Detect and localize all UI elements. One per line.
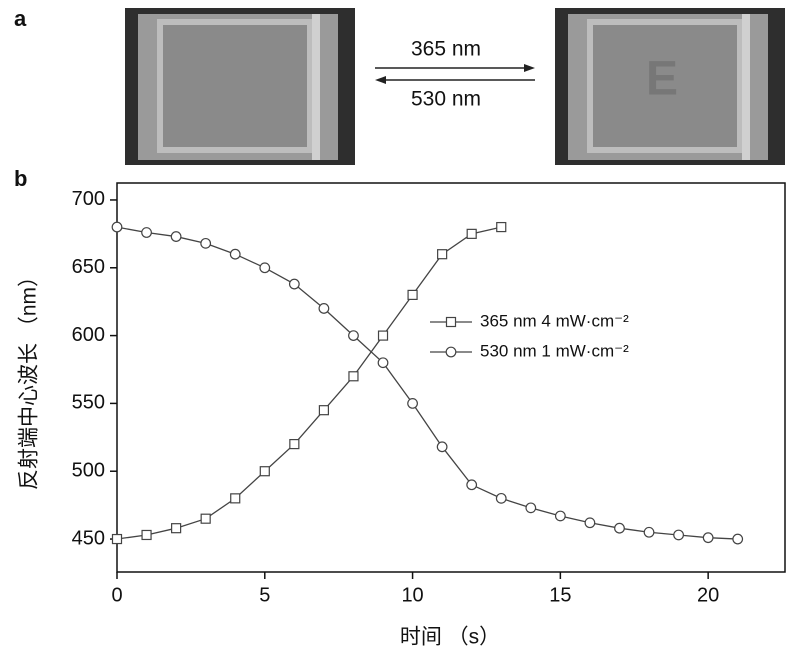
data-point — [141, 529, 152, 541]
photo-right — [555, 8, 785, 165]
data-point — [407, 289, 418, 300]
data-point — [171, 523, 182, 534]
x-tick-label: 0 — [111, 584, 122, 606]
photo-left — [125, 8, 355, 165]
data-point — [466, 228, 477, 239]
data-point — [111, 221, 123, 233]
data-point — [200, 513, 211, 524]
image-letter: E — [646, 53, 678, 106]
data-point — [111, 533, 123, 545]
y-tick-label: 550 — [72, 392, 105, 414]
series-line — [116, 226, 502, 540]
data-point — [643, 526, 655, 538]
data-point — [288, 278, 300, 290]
data-point — [437, 249, 448, 260]
series-line — [116, 226, 738, 540]
data-point — [318, 303, 330, 314]
data-point — [614, 522, 625, 534]
data-point — [732, 533, 744, 545]
data-point — [318, 405, 330, 416]
panel-label: a — [14, 6, 27, 31]
data-point — [348, 330, 359, 341]
arrow-label: 365 nm — [411, 38, 481, 61]
data-point — [496, 221, 507, 233]
y-tick-label: 600 — [72, 324, 105, 346]
data-point — [200, 237, 212, 249]
data-point — [259, 466, 270, 477]
x-tick-label: 20 — [697, 584, 719, 606]
data-point — [230, 493, 241, 504]
data-point — [436, 441, 448, 453]
data-point — [141, 227, 152, 238]
y-tick-label: 450 — [72, 527, 105, 549]
data-point — [377, 357, 389, 369]
data-point — [495, 492, 507, 504]
y-tick-label: 500 — [72, 460, 105, 482]
x-tick-label: 15 — [549, 584, 571, 606]
legend-marker — [445, 316, 457, 328]
data-point — [554, 510, 566, 522]
plot-frame — [116, 182, 786, 573]
data-point — [673, 529, 684, 541]
data-point — [377, 330, 389, 341]
data-point — [348, 371, 359, 382]
data-point — [407, 398, 418, 409]
data-point — [229, 248, 241, 260]
data-point — [584, 517, 596, 529]
y-tick-label: 700 — [72, 188, 105, 210]
x-tick-label: 5 — [259, 584, 270, 606]
y-tick-label: 650 — [72, 256, 105, 278]
legend-label: 530 nm 1 mW·cm⁻² — [480, 341, 629, 360]
data-point — [289, 438, 300, 450]
panel-label: b — [14, 166, 27, 191]
x-tick-label: 10 — [401, 584, 423, 606]
data-point — [525, 502, 537, 514]
data-point — [702, 532, 714, 544]
arrow-label: 530 nm — [411, 88, 481, 111]
data-point — [466, 479, 478, 491]
data-point — [259, 262, 271, 274]
data-point — [170, 231, 182, 242]
legend-marker — [445, 346, 457, 358]
legend-label: 365 nm 4 mW·cm⁻² — [480, 311, 629, 330]
y-axis-label: 反射端中心波长 （nm） — [18, 266, 41, 490]
arrows — [375, 64, 535, 84]
x-axis-label: 时间 （s） — [400, 626, 500, 649]
